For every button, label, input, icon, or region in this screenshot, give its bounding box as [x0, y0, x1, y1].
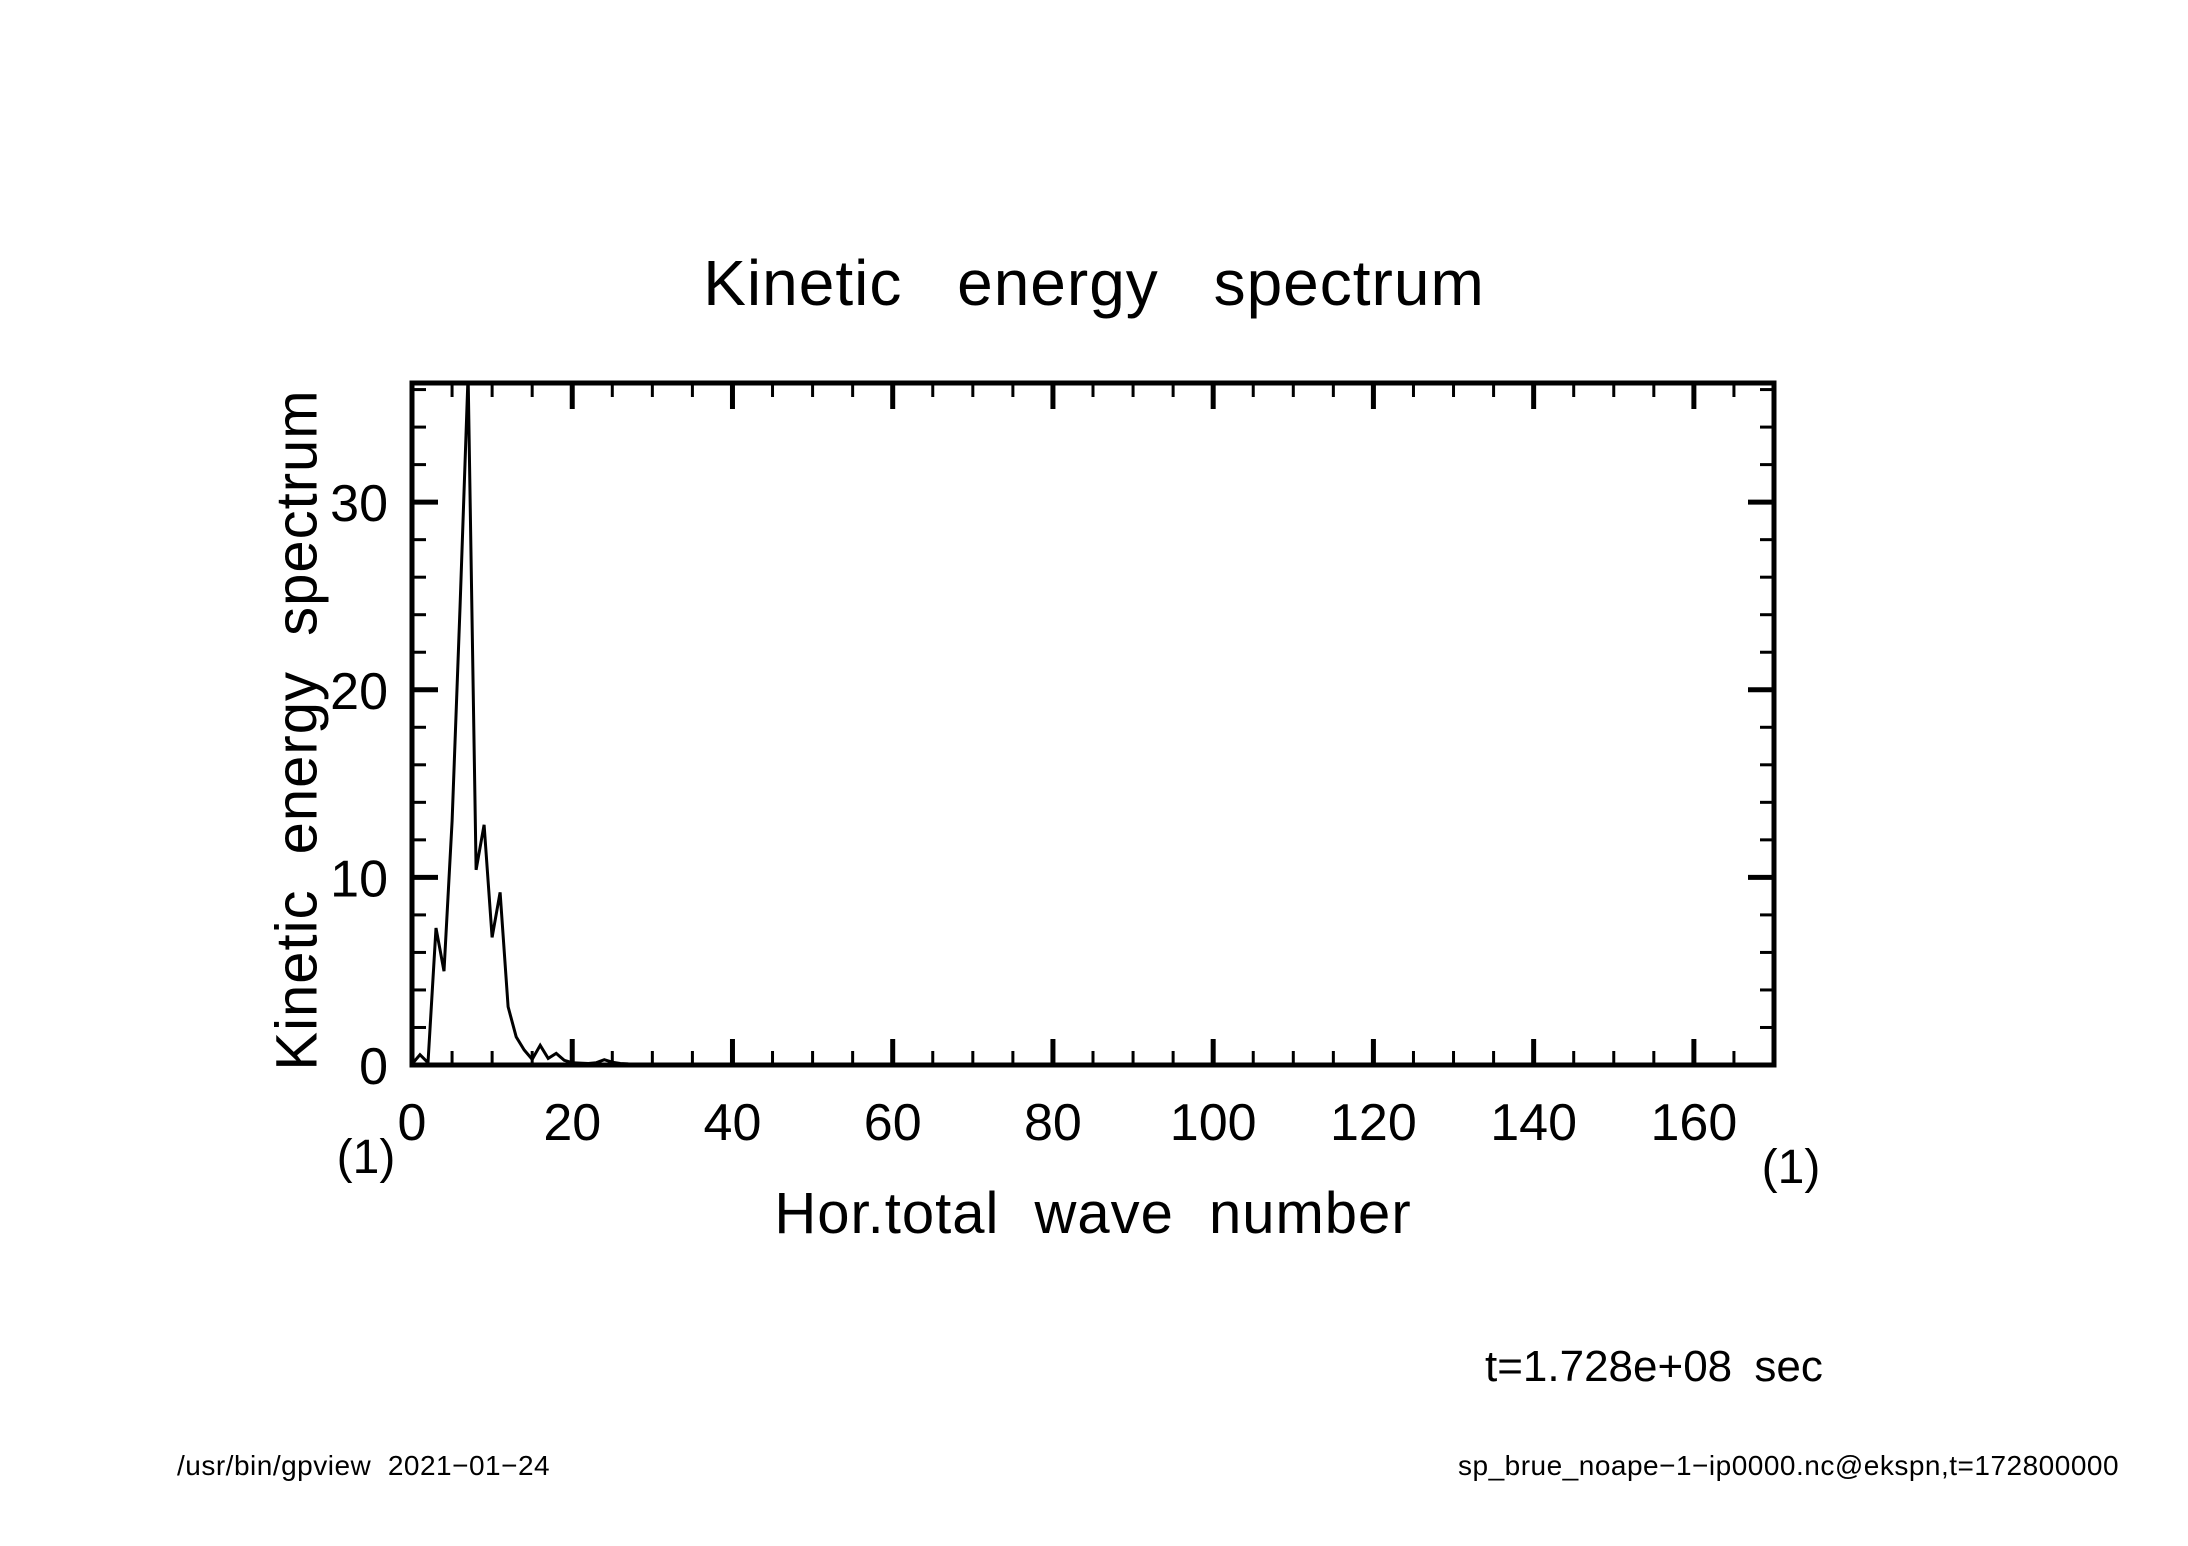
spectrum-curve	[412, 383, 1774, 1065]
y-tick-label: 20	[330, 663, 388, 721]
x-tick-label: 100	[1170, 1094, 1257, 1152]
x-tick-label: 60	[864, 1094, 922, 1152]
x-tick-label: 140	[1490, 1094, 1577, 1152]
x-tick-label: 120	[1330, 1094, 1417, 1152]
x-tick-label: 40	[704, 1094, 762, 1152]
x-axis-unit-label: (1)	[1761, 1141, 1821, 1194]
y-tick-label: 30	[330, 475, 388, 533]
x-tick-label: 0	[398, 1094, 427, 1152]
x-tick-label: 20	[543, 1094, 601, 1152]
footer-command-and-date: /usr/bin/gpview 2021−01−24	[177, 1450, 551, 1481]
x-tick-label: 80	[1024, 1094, 1082, 1152]
y-axis-unit-label: (1)	[336, 1131, 396, 1184]
y-tick-label: 10	[330, 850, 388, 908]
plot-title: Kinetic energy spectrum	[703, 247, 1485, 319]
x-tick-label: 160	[1650, 1094, 1737, 1152]
footer-datafile-info: sp_brue_noape−1−ip0000.nc@ekspn,t=172800…	[1458, 1450, 2120, 1481]
plot-frame	[409, 380, 1777, 1068]
x-axis-title: Hor.total wave number	[774, 1181, 1412, 1246]
time-annotation: t=1.728e+08 sec	[1485, 1342, 1823, 1391]
y-tick-label: 0	[359, 1038, 388, 1096]
